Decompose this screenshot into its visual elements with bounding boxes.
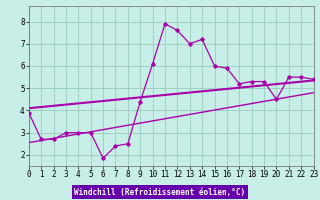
- Text: Windchill (Refroidissement éolien,°C): Windchill (Refroidissement éolien,°C): [75, 188, 245, 196]
